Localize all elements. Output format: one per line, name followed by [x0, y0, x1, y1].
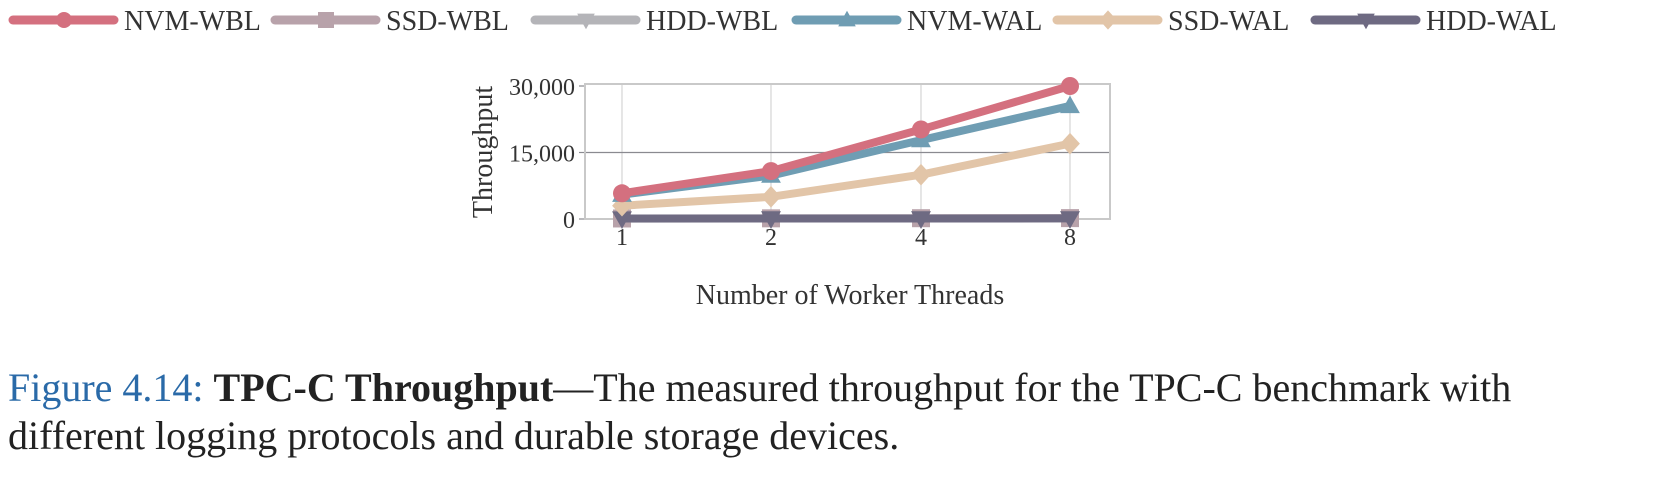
- y-axis-label: Throughput: [468, 86, 499, 218]
- plot-area: 0 15,000 30,000 1 2 4 8: [509, 75, 1111, 251]
- data-point: [912, 120, 930, 139]
- x-tick-label: 8: [1064, 225, 1076, 251]
- series-line: [618, 82, 1074, 198]
- legend-marker: [318, 12, 334, 28]
- data-point: [612, 194, 632, 217]
- legend-item: HDD-WBL: [530, 6, 778, 37]
- legend-item: SSD-WBL: [270, 6, 509, 37]
- caption-text: —The measured throughput for the TPC-C b…: [8, 365, 1512, 458]
- data-point: [761, 186, 781, 208]
- legend-item: SSD-WAL: [1052, 6, 1289, 37]
- x-tick-label: 1: [616, 225, 628, 251]
- caption-title: TPC-C Throughput: [213, 365, 554, 410]
- data-point: [1060, 95, 1080, 114]
- figure-caption: Figure 4.14: TPC-C Throughput—The measur…: [8, 364, 1658, 460]
- series-line: [618, 139, 1074, 210]
- series-hdd-wal: [612, 211, 1080, 229]
- y-tick-label: 0: [563, 208, 575, 234]
- data-point: [762, 162, 780, 181]
- legend-label: NVM-WAL: [907, 6, 1042, 37]
- legend-label: NVM-WBL: [124, 6, 261, 37]
- legend-marker: [577, 13, 595, 30]
- legend-label: SSD-WAL: [1168, 6, 1289, 37]
- x-tick-label: 4: [915, 225, 927, 251]
- y-tick-label: 30,000: [509, 75, 575, 101]
- series-ssd-wal: [612, 132, 1080, 217]
- legend-marker: [1099, 10, 1117, 30]
- data-point: [911, 129, 931, 148]
- legend-marker: [1357, 13, 1375, 30]
- data-point: [911, 163, 931, 186]
- x-axis-label: Number of Worker Threads: [696, 280, 1005, 311]
- legend-label: HDD-WAL: [1426, 6, 1557, 37]
- x-tick-label: 2: [765, 225, 777, 251]
- caption-label: Figure 4.14:: [8, 365, 204, 410]
- legend-marker: [838, 10, 856, 27]
- line-chart: NVM-WBL SSD-WBL HDD-WBL NVM-WAL SSD-WAL HDD-W…: [8, 6, 1557, 311]
- legend-label: SSD-WBL: [386, 6, 509, 37]
- legend-item: NVM-WAL: [791, 6, 1042, 37]
- data-point: [612, 211, 632, 229]
- series-nvm-wbl: [613, 77, 1079, 203]
- legend-label: HDD-WBL: [646, 6, 778, 37]
- legend-item: NVM-WBL: [8, 6, 261, 37]
- chart-legend: NVM-WBL SSD-WBL HDD-WBL NVM-WAL SSD-WAL HDD-W…: [8, 6, 1557, 37]
- data-point: [911, 211, 931, 229]
- data-point: [613, 184, 631, 203]
- data-point: [761, 211, 781, 229]
- data-point: [1060, 211, 1080, 229]
- legend-item: HDD-WAL: [1310, 6, 1557, 37]
- data-point: [1060, 132, 1080, 155]
- data-point: [1061, 77, 1079, 95]
- y-tick-label: 15,000: [509, 142, 575, 168]
- legend-marker: [56, 12, 72, 28]
